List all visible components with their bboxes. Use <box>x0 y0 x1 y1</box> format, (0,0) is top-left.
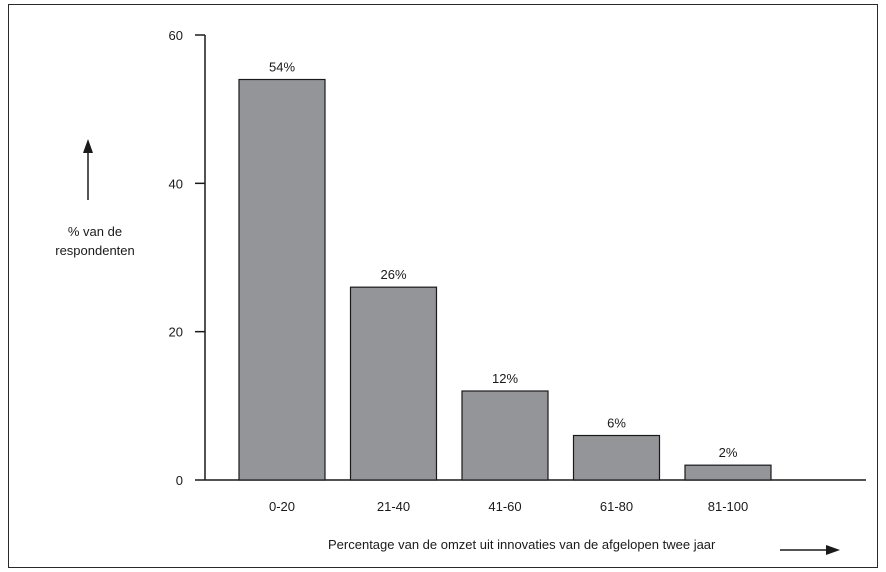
bar-value-label: 2% <box>719 445 738 460</box>
y-tick-label: 40 <box>169 176 183 191</box>
y-axis-label: % van de respondenten <box>40 222 150 260</box>
x-tick-labels: 0-20 21-40 41-60 61-80 81-100 <box>269 499 748 514</box>
bar-61-80 <box>572 434 661 481</box>
x-tick-label: 61-80 <box>600 499 633 514</box>
bar-labels: 54% 26% 12% 6% 2% <box>269 60 738 461</box>
bar-41-60 <box>461 390 549 481</box>
y-tick-label: 20 <box>169 325 183 340</box>
x-label-arrow-head <box>826 545 840 555</box>
bars <box>238 78 772 481</box>
y-tick-label: 0 <box>176 473 183 488</box>
bar-value-label: 6% <box>607 416 626 431</box>
bar-0-20 <box>238 78 326 481</box>
y-label-arrow-head <box>83 139 93 153</box>
chart-frame <box>8 4 878 568</box>
x-axis-label: Percentage van de omzet uit innovaties v… <box>328 537 716 552</box>
y-axis-label-line-1: % van de <box>67 224 123 239</box>
y-tick-label: 60 <box>169 28 183 43</box>
x-tick-label: 81-100 <box>708 499 748 514</box>
bar-value-label: 54% <box>269 60 295 75</box>
y-ticks: 0 20 40 60 <box>169 28 205 488</box>
bar-21-40 <box>349 286 438 481</box>
x-tick-label: 0-20 <box>269 499 295 514</box>
x-tick-label: 41-60 <box>488 499 521 514</box>
bar-value-label: 26% <box>380 267 406 282</box>
bar-81-100 <box>684 464 772 481</box>
bar-value-label: 12% <box>492 371 518 386</box>
x-tick-label: 21-40 <box>377 499 410 514</box>
y-axis-label-line-2: respondenten <box>55 243 135 258</box>
